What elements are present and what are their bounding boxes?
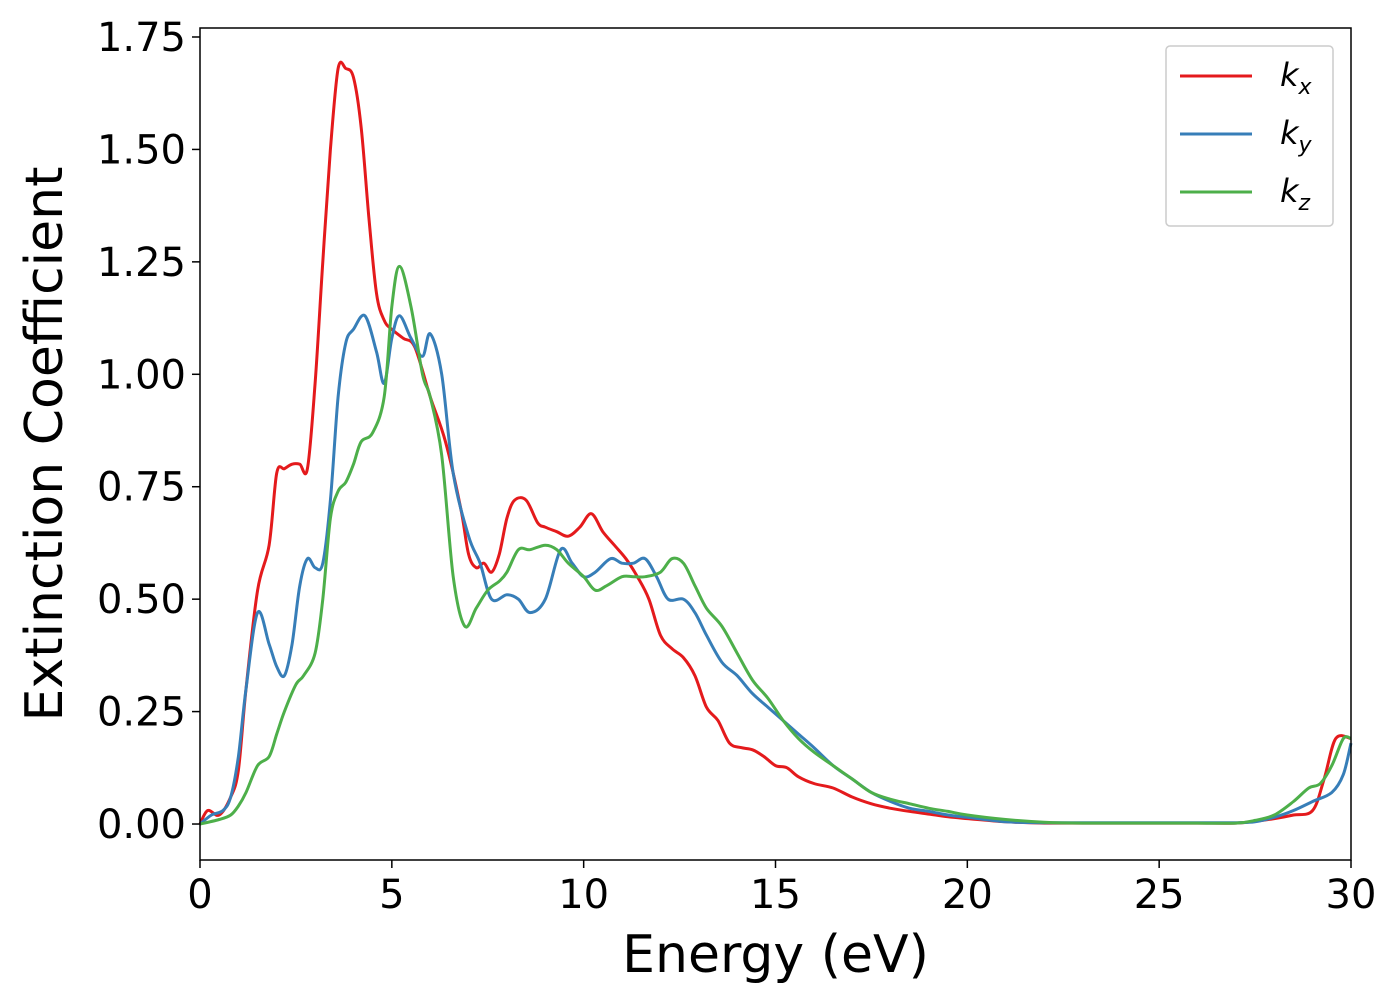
legend-label-kx: kx <box>1280 56 1313 100</box>
x-tick-label: 25 <box>1134 872 1185 918</box>
x-tick-label: 10 <box>558 872 609 918</box>
y-tick-label: 0.50 <box>97 577 186 623</box>
series-line-kz <box>199 264 1352 826</box>
y-tick-label: 1.50 <box>97 127 186 173</box>
y-tick-label: 1.75 <box>97 15 186 61</box>
x-axis-title: Energy (eV) <box>622 925 929 985</box>
legend-box <box>1165 45 1334 227</box>
y-tick-label: 1.00 <box>97 352 186 398</box>
series-layer <box>198 60 1353 826</box>
x-tick-label: 20 <box>942 872 993 918</box>
y-tick-label: 0.25 <box>97 690 186 736</box>
x-tick-label: 30 <box>1326 872 1377 918</box>
x-tick-label: 0 <box>187 872 212 918</box>
y-axis-title: Extinction Coefficient <box>15 167 75 722</box>
legend-label-kz: kz <box>1280 172 1311 216</box>
y-tick-label: 0.00 <box>97 802 186 848</box>
y-tick-label: 0.75 <box>97 465 186 511</box>
y-tick-label: 1.25 <box>97 240 186 286</box>
x-tick-label: 5 <box>379 872 404 918</box>
legend-label-ky: ky <box>1280 114 1313 158</box>
ticks-layer: 0 5 10 15 20 25 30 0.00 0.25 0.50 0.75 1.00 1.25 1.50… <box>97 15 1377 918</box>
series-line-ky <box>199 313 1353 826</box>
x-tick-label: 15 <box>750 872 801 918</box>
legend: kx ky kz <box>1165 45 1334 227</box>
